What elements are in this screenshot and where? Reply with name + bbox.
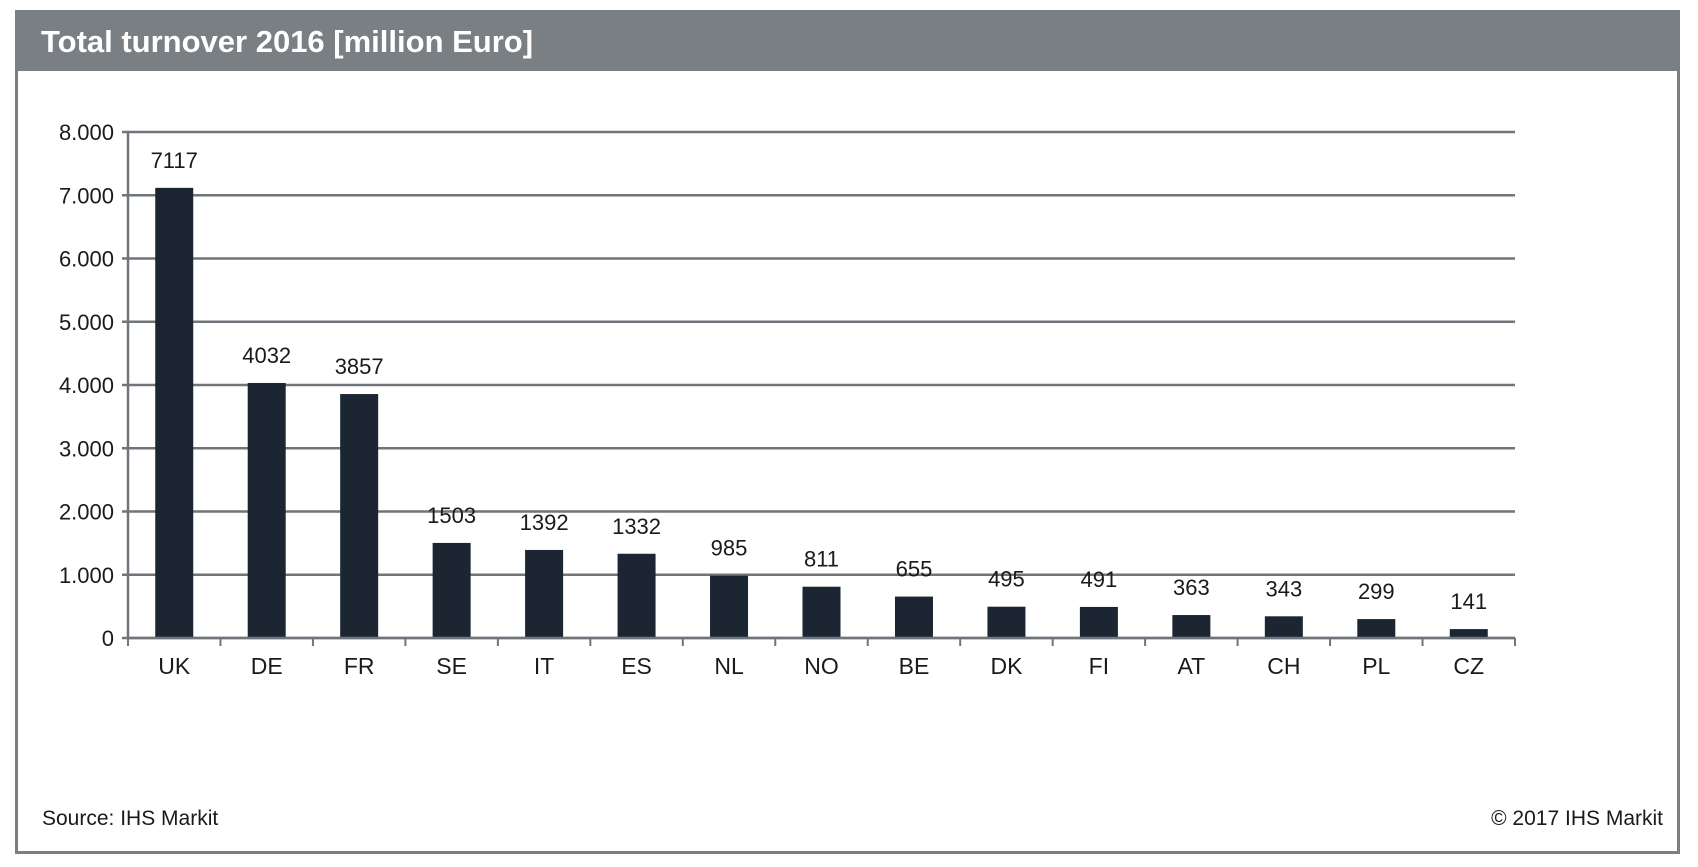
bar bbox=[802, 586, 841, 638]
y-tick-label: 6.000 bbox=[59, 247, 114, 272]
bar bbox=[340, 394, 379, 638]
x-tick-label: CH bbox=[1267, 653, 1300, 679]
data-label: 491 bbox=[1081, 567, 1118, 592]
bar bbox=[1449, 629, 1488, 638]
x-tick-label: DK bbox=[990, 653, 1023, 679]
bar-chart: 0 1.000 2.000 3.000 4.000 5.000 6.000 7.000 8.00… bbox=[59, 120, 1516, 679]
chart-header: Total turnover 2016 [million Euro] bbox=[18, 13, 1677, 71]
x-tick-label: FI bbox=[1089, 653, 1109, 679]
data-label: 363 bbox=[1173, 575, 1210, 600]
bar bbox=[432, 542, 471, 638]
data-label: 3857 bbox=[335, 354, 384, 379]
x-tick-label: AT bbox=[1178, 653, 1206, 679]
data-label: 495 bbox=[988, 567, 1025, 592]
data-label: 1392 bbox=[520, 510, 569, 535]
data-label: 985 bbox=[711, 536, 748, 561]
bar bbox=[1172, 615, 1211, 638]
y-tick-label: 2.000 bbox=[59, 500, 114, 525]
data-label: 299 bbox=[1358, 579, 1395, 604]
data-label: 811 bbox=[804, 547, 839, 572]
bar bbox=[617, 553, 656, 638]
bar bbox=[894, 596, 933, 638]
bar bbox=[155, 187, 194, 639]
bar bbox=[1357, 619, 1396, 638]
y-tick-label: 1.000 bbox=[59, 563, 114, 588]
bar bbox=[987, 606, 1026, 638]
x-tick-label: NL bbox=[714, 653, 744, 679]
chart-title: Total turnover 2016 [million Euro] bbox=[41, 24, 534, 59]
x-tick-label: BE bbox=[899, 653, 930, 679]
y-tick-label: 8.000 bbox=[59, 120, 114, 145]
x-tick-label: UK bbox=[158, 653, 191, 679]
x-tick-label: SE bbox=[436, 653, 467, 679]
bar bbox=[525, 549, 564, 638]
x-tick-label: IT bbox=[534, 653, 554, 679]
x-tick-label: PL bbox=[1362, 653, 1390, 679]
y-tick-label: 5.000 bbox=[59, 310, 114, 335]
data-label: 343 bbox=[1265, 576, 1302, 601]
y-tick-label: 0 bbox=[102, 626, 114, 651]
data-label: 4032 bbox=[242, 343, 291, 368]
x-tick-label: NO bbox=[804, 653, 839, 679]
chart-frame: Total turnover 2016 [million Euro] 0 1.00… bbox=[15, 10, 1680, 854]
x-tick-label: FR bbox=[344, 653, 375, 679]
x-tick-label: CZ bbox=[1453, 653, 1484, 679]
data-label: 1503 bbox=[427, 503, 476, 528]
y-tick-label: 3.000 bbox=[59, 436, 114, 461]
data-label: 1332 bbox=[612, 514, 661, 539]
bar bbox=[1079, 606, 1118, 638]
bar bbox=[247, 382, 286, 638]
x-tick-label: DE bbox=[251, 653, 283, 679]
y-tick-label: 4.000 bbox=[59, 373, 114, 398]
y-tick-label: 7.000 bbox=[59, 183, 114, 208]
data-label: 141 bbox=[1450, 589, 1487, 614]
data-label: 655 bbox=[896, 557, 933, 582]
bar bbox=[710, 575, 749, 638]
x-tick-label: ES bbox=[621, 653, 652, 679]
data-label: 7117 bbox=[151, 148, 198, 173]
bar bbox=[1264, 616, 1303, 638]
copyright-note: © 2017 IHS Markit bbox=[1491, 807, 1663, 830]
source-note: Source: IHS Markit bbox=[42, 807, 219, 830]
